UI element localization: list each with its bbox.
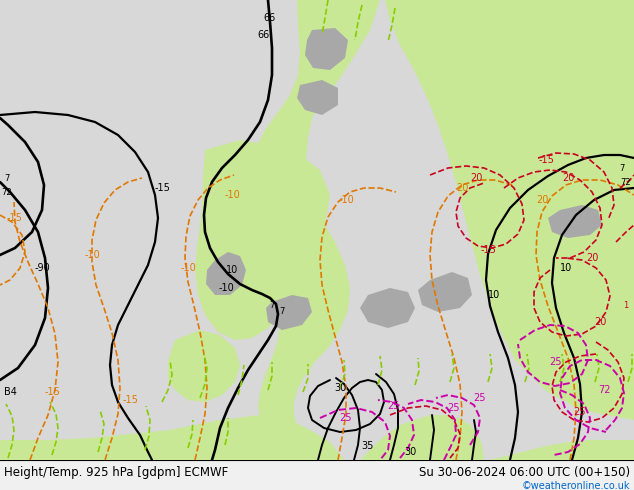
Text: 7: 7 [619, 164, 624, 172]
Text: 72: 72 [598, 385, 611, 395]
Text: Height/Temp. 925 hPa [gdpm] ECMWF: Height/Temp. 925 hPa [gdpm] ECMWF [4, 466, 228, 479]
Text: -15: -15 [154, 183, 170, 193]
Text: -10: -10 [218, 283, 234, 293]
Text: ©weatheronline.co.uk: ©weatheronline.co.uk [522, 481, 630, 490]
Text: 7: 7 [280, 308, 285, 317]
Text: 10: 10 [226, 265, 238, 275]
Text: 7: 7 [4, 173, 10, 182]
Text: 30: 30 [404, 447, 416, 457]
Polygon shape [168, 330, 240, 402]
Text: -10: -10 [180, 263, 196, 273]
Text: 72: 72 [621, 177, 631, 187]
Text: 25: 25 [340, 413, 353, 423]
Polygon shape [245, 0, 380, 435]
Text: -10: -10 [338, 195, 354, 205]
Text: -90: -90 [34, 263, 50, 273]
Text: 25: 25 [474, 393, 486, 403]
Text: -15: -15 [6, 213, 22, 223]
Text: 66: 66 [264, 13, 276, 23]
Text: 30: 30 [334, 383, 346, 393]
Text: 10: 10 [488, 290, 500, 300]
Text: -15: -15 [122, 395, 138, 405]
Text: 25: 25 [388, 401, 400, 411]
Text: 20: 20 [562, 173, 574, 183]
Text: -15: -15 [538, 155, 554, 165]
Text: B4: B4 [4, 387, 16, 397]
Text: 20: 20 [586, 253, 598, 263]
Text: 1: 1 [623, 300, 629, 310]
Text: 20: 20 [470, 173, 482, 183]
Polygon shape [297, 80, 338, 115]
Text: 66: 66 [258, 30, 270, 40]
Polygon shape [266, 295, 312, 330]
Text: Su 30-06-2024 06:00 UTC (00+150): Su 30-06-2024 06:00 UTC (00+150) [419, 466, 630, 479]
Polygon shape [195, 140, 330, 340]
Text: 10: 10 [560, 263, 572, 273]
Polygon shape [305, 28, 348, 70]
Polygon shape [310, 0, 634, 420]
Text: 25: 25 [574, 407, 586, 417]
Polygon shape [418, 272, 472, 312]
Polygon shape [360, 288, 415, 328]
Polygon shape [206, 252, 246, 295]
Polygon shape [0, 415, 634, 465]
Polygon shape [548, 205, 602, 238]
Text: 20: 20 [594, 317, 606, 327]
Text: -15: -15 [480, 245, 496, 255]
Text: 72: 72 [2, 188, 12, 196]
Text: -10: -10 [224, 190, 240, 200]
Text: -15: -15 [44, 387, 60, 397]
Text: 25: 25 [549, 357, 561, 367]
Text: 7: 7 [269, 300, 275, 310]
Text: 20: 20 [536, 195, 548, 205]
Text: -10: -10 [84, 250, 100, 260]
Text: 35: 35 [362, 441, 374, 451]
Text: 25: 25 [448, 403, 460, 413]
Text: 20: 20 [456, 183, 468, 193]
